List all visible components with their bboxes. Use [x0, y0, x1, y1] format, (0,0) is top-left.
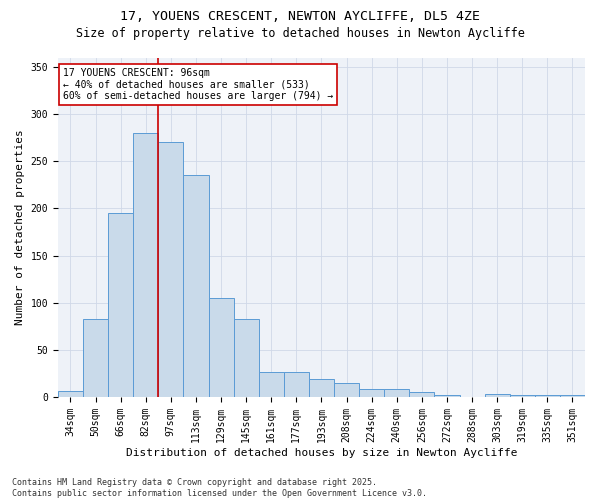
Bar	[334, 383, 359, 397]
Bar	[259, 372, 284, 397]
Y-axis label: Number of detached properties: Number of detached properties	[15, 130, 25, 325]
Bar	[384, 390, 409, 397]
Bar	[510, 395, 535, 397]
Bar	[434, 395, 460, 397]
Bar	[58, 392, 83, 397]
Bar	[108, 213, 133, 397]
Bar	[83, 318, 108, 397]
Text: 17 YOUENS CRESCENT: 96sqm
← 40% of detached houses are smaller (533)
60% of semi: 17 YOUENS CRESCENT: 96sqm ← 40% of detac…	[63, 68, 334, 101]
X-axis label: Distribution of detached houses by size in Newton Aycliffe: Distribution of detached houses by size …	[126, 448, 517, 458]
Bar	[309, 379, 334, 397]
Bar	[133, 133, 158, 397]
Text: 17, YOUENS CRESCENT, NEWTON AYCLIFFE, DL5 4ZE: 17, YOUENS CRESCENT, NEWTON AYCLIFFE, DL…	[120, 10, 480, 23]
Bar	[485, 394, 510, 397]
Bar	[535, 395, 560, 397]
Bar	[233, 318, 259, 397]
Bar	[560, 395, 585, 397]
Bar	[409, 392, 434, 397]
Bar	[158, 142, 184, 397]
Text: Contains HM Land Registry data © Crown copyright and database right 2025.
Contai: Contains HM Land Registry data © Crown c…	[12, 478, 427, 498]
Bar	[359, 390, 384, 397]
Text: Size of property relative to detached houses in Newton Aycliffe: Size of property relative to detached ho…	[76, 28, 524, 40]
Bar	[184, 176, 209, 397]
Bar	[284, 372, 309, 397]
Bar	[209, 298, 233, 397]
